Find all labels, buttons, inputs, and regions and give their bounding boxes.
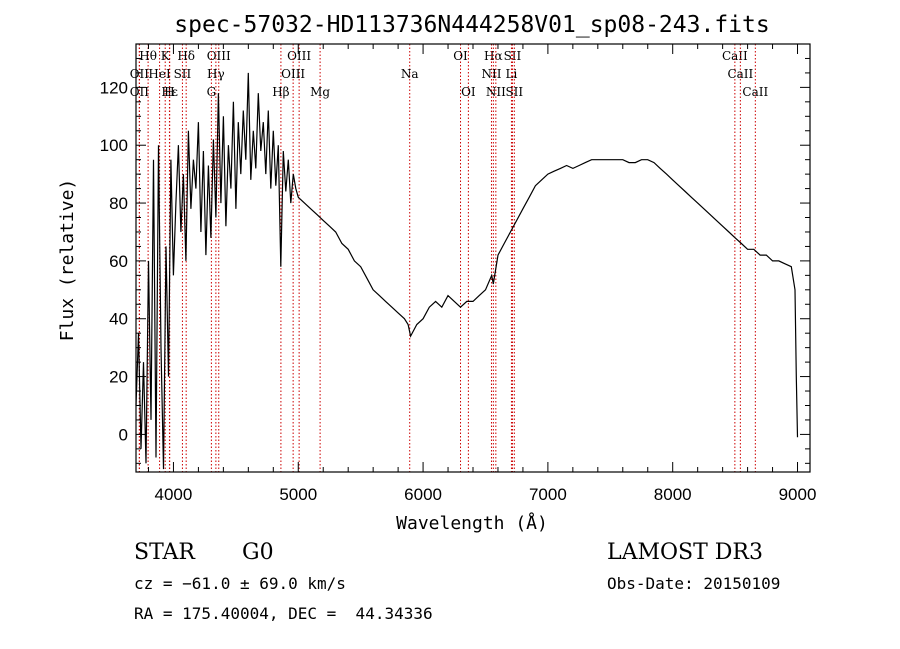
line-marker-label: OIII (207, 49, 231, 63)
line-marker-label: OIII (287, 49, 311, 63)
line-marker-label: NII (481, 67, 501, 81)
y-tick-label: 100 (100, 136, 128, 155)
redshift-readout: cz = −61.0 ± 69.0 km/s (134, 574, 346, 593)
y-tick-label: 40 (109, 310, 128, 329)
object-class: STAR (134, 540, 195, 565)
coordinates: RA = 175.40004, DEC = 44.34336 (134, 604, 433, 623)
x-tick-label: 9000 (779, 485, 817, 504)
line-marker-label: Li (506, 67, 518, 81)
line-marker-label: Na (401, 67, 419, 81)
line-marker-label: H (164, 85, 174, 99)
x-tick-label: 7000 (529, 485, 567, 504)
line-marker-label: Hβ (272, 85, 289, 99)
line-marker-label: OI (453, 49, 468, 63)
object-subclass: G0 (242, 540, 274, 565)
y-tick-label: 20 (109, 368, 128, 387)
line-marker-label: Mg (310, 85, 330, 99)
y-tick-label: 120 (100, 78, 128, 97)
x-axis-label: Wavelength (Å) (396, 512, 548, 534)
y-tick-label: 80 (109, 194, 128, 213)
line-marker-label: SII (504, 49, 522, 63)
line-marker-label: Hε (161, 85, 178, 99)
y-tick-label: 0 (119, 425, 128, 444)
line-marker-label: CaII (742, 85, 768, 99)
line-marker-label: K (161, 49, 171, 63)
plot-frame (135, 43, 811, 473)
line-marker-label: Hα (484, 49, 503, 63)
line-marker-label: Hθ (139, 49, 157, 63)
x-tick-label: 5000 (279, 485, 317, 504)
line-marker-label: Hδ (177, 49, 195, 63)
line-marker-label: OIII (281, 67, 305, 81)
line-marker-label: HeI (148, 67, 171, 81)
x-tick-label: 4000 (155, 485, 193, 504)
spectrum-line (135, 72, 799, 470)
line-marker-label: OII (130, 85, 150, 99)
line-marker-label: OI (461, 85, 476, 99)
survey-name: LAMOST DR3 (607, 540, 763, 565)
chart-title: spec-57032-HD113736N444258V01_sp08-243.f… (174, 12, 769, 38)
x-tick-label: 6000 (404, 485, 442, 504)
axis-ticks: 4000 5000 6000 7000 8000 9000 0 20 40 60 80 100 120 (100, 44, 817, 504)
line-marker-label: SII (505, 85, 523, 99)
line-marker-label: Hγ (207, 67, 225, 81)
line-marker-label: CaII (722, 49, 748, 63)
line-marker-label: SII (174, 67, 192, 81)
y-tick-label: 60 (109, 252, 128, 271)
x-tick-label: 8000 (654, 485, 692, 504)
line-marker-label: OII (130, 67, 150, 81)
line-marker-label: NII (486, 85, 506, 99)
line-marker-label: CaII (727, 67, 753, 81)
obs-date: Obs-Date: 20150109 (607, 574, 781, 593)
line-marker-label: G (207, 85, 217, 99)
y-axis-label: Flux (relative) (57, 179, 78, 342)
